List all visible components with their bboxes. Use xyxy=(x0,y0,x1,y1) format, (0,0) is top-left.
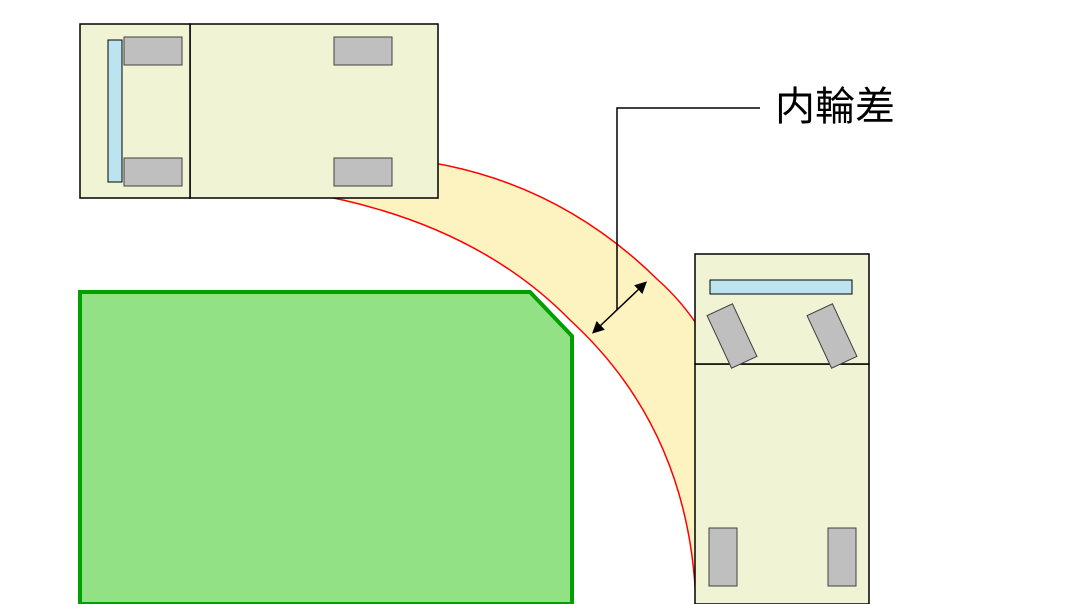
truck-left-wheel-2 xyxy=(334,37,392,65)
truck-left xyxy=(80,24,438,198)
corner-block xyxy=(80,292,572,604)
truck-left-wheel-0 xyxy=(124,37,182,65)
truck-left-wheel-3 xyxy=(334,158,392,186)
label-text: 内輪差 xyxy=(775,85,895,129)
truck-left-wheel-1 xyxy=(124,158,182,186)
truck-right-wheel-rear-0 xyxy=(709,528,737,586)
truck-right-wheel-rear-1 xyxy=(828,528,856,586)
truck-right xyxy=(695,254,869,604)
truck-left-windshield xyxy=(108,40,122,182)
truck-left-bed xyxy=(190,24,438,198)
truck-right-windshield xyxy=(710,280,852,294)
diagram-canvas: 内輪差 xyxy=(0,0,1074,604)
